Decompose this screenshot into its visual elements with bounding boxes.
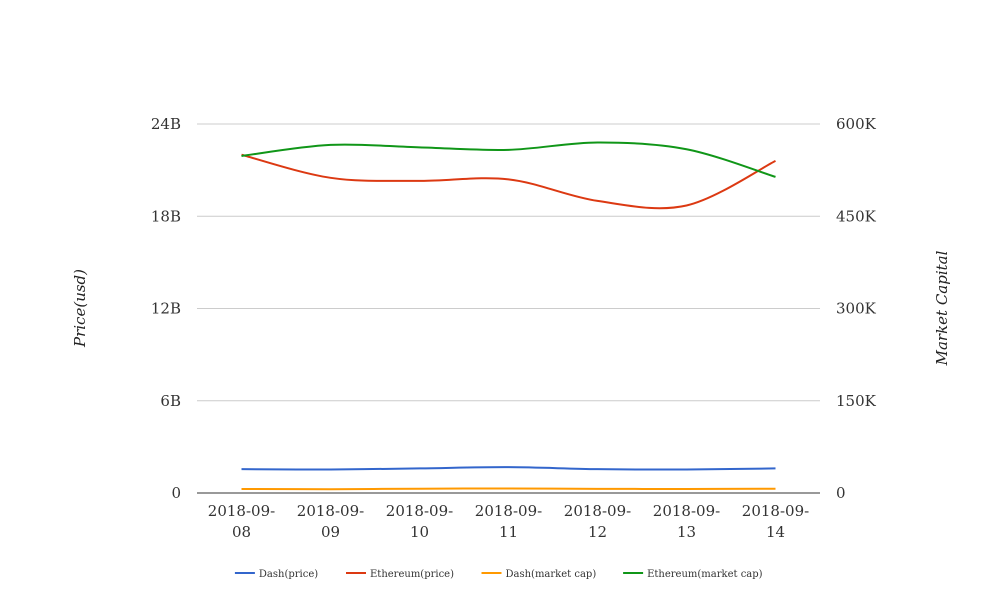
legend-label-dash-price: Dash(price) bbox=[259, 569, 318, 580]
x-tick-label: 2018-09-08 bbox=[208, 502, 275, 541]
legend-label-ethereum-market-cap: Ethereum(market cap) bbox=[647, 569, 763, 580]
series-lines bbox=[241, 141, 776, 491]
left-tick-label: 0 bbox=[171, 484, 181, 502]
x-tick-label: 2018-09-13 bbox=[653, 502, 720, 541]
left-tick-label: 18B bbox=[151, 207, 181, 225]
gridlines bbox=[197, 123, 820, 494]
left-tick-label: 24B bbox=[151, 115, 181, 133]
x-tick-label: 2018-09-10 bbox=[386, 502, 453, 541]
right-tick-label: 450K bbox=[836, 207, 877, 225]
legend-label-dash-market-cap: Dash(market cap) bbox=[506, 569, 597, 580]
x-tick-label: 2018-09-09 bbox=[297, 502, 364, 541]
legend: Dash(price) Ethereum(price) Dash(market ca… bbox=[234, 569, 763, 580]
right-tick-label: 150K bbox=[836, 392, 877, 410]
left-axis-title: Price(usd) bbox=[71, 269, 89, 348]
series-line-dash-price bbox=[241, 466, 776, 471]
series-line-ethereum-price bbox=[241, 153, 776, 210]
x-tick-label: 2018-09-11 bbox=[475, 502, 542, 541]
series-line-dash-market-cap bbox=[241, 487, 776, 491]
left-axis-ticks: 0 6B 12B 18B 24B bbox=[151, 115, 181, 502]
right-tick-label: 0 bbox=[836, 484, 846, 502]
right-axis-title: Market Capital bbox=[933, 250, 951, 366]
x-axis-ticks: 2018-09-08 2018-09-09 2018-09-10 2018-09-11… bbox=[208, 502, 809, 541]
legend-label-ethereum-price: Ethereum(price) bbox=[370, 569, 454, 580]
left-tick-label: 6B bbox=[160, 392, 181, 410]
right-axis-ticks: 0 150K 300K 450K 600K bbox=[836, 115, 877, 502]
right-tick-label: 600K bbox=[836, 115, 877, 133]
x-tick-label: 2018-09-14 bbox=[742, 502, 809, 541]
series-line-ethereum-market-cap bbox=[241, 141, 776, 178]
x-tick-label: 2018-09-12 bbox=[564, 502, 631, 541]
left-tick-label: 12B bbox=[151, 300, 181, 318]
right-tick-label: 300K bbox=[836, 300, 877, 318]
